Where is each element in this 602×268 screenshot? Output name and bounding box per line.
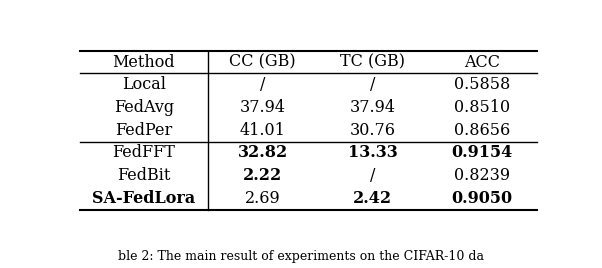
Text: Local: Local: [122, 76, 166, 93]
Text: 0.8656: 0.8656: [454, 122, 510, 139]
Text: 2.42: 2.42: [353, 190, 392, 207]
Text: 2.22: 2.22: [243, 167, 282, 184]
Text: 37.94: 37.94: [240, 99, 286, 116]
Text: /: /: [370, 76, 375, 93]
Text: 0.8239: 0.8239: [454, 167, 510, 184]
Text: ble 2: The main result of experiments on the CIFAR-10 da: ble 2: The main result of experiments on…: [118, 250, 484, 263]
Text: Method: Method: [113, 54, 175, 70]
Text: SA-FedLora: SA-FedLora: [92, 190, 196, 207]
Text: 41.01: 41.01: [240, 122, 286, 139]
Text: /: /: [260, 76, 265, 93]
Text: CC (GB): CC (GB): [229, 54, 296, 70]
Text: TC (GB): TC (GB): [340, 54, 405, 70]
Text: FedBit: FedBit: [117, 167, 170, 184]
Text: ACC: ACC: [464, 54, 500, 70]
Text: 0.8510: 0.8510: [454, 99, 510, 116]
Text: 32.82: 32.82: [238, 144, 288, 161]
Text: 0.9050: 0.9050: [452, 190, 513, 207]
Text: 30.76: 30.76: [350, 122, 396, 139]
Text: FedPer: FedPer: [116, 122, 173, 139]
Text: 0.9154: 0.9154: [452, 144, 513, 161]
Text: FedFFT: FedFFT: [113, 144, 175, 161]
Text: 37.94: 37.94: [350, 99, 396, 116]
Text: 2.69: 2.69: [245, 190, 281, 207]
Text: /: /: [370, 167, 375, 184]
Text: 0.5858: 0.5858: [454, 76, 510, 93]
Text: FedAvg: FedAvg: [114, 99, 174, 116]
Text: 13.33: 13.33: [348, 144, 397, 161]
